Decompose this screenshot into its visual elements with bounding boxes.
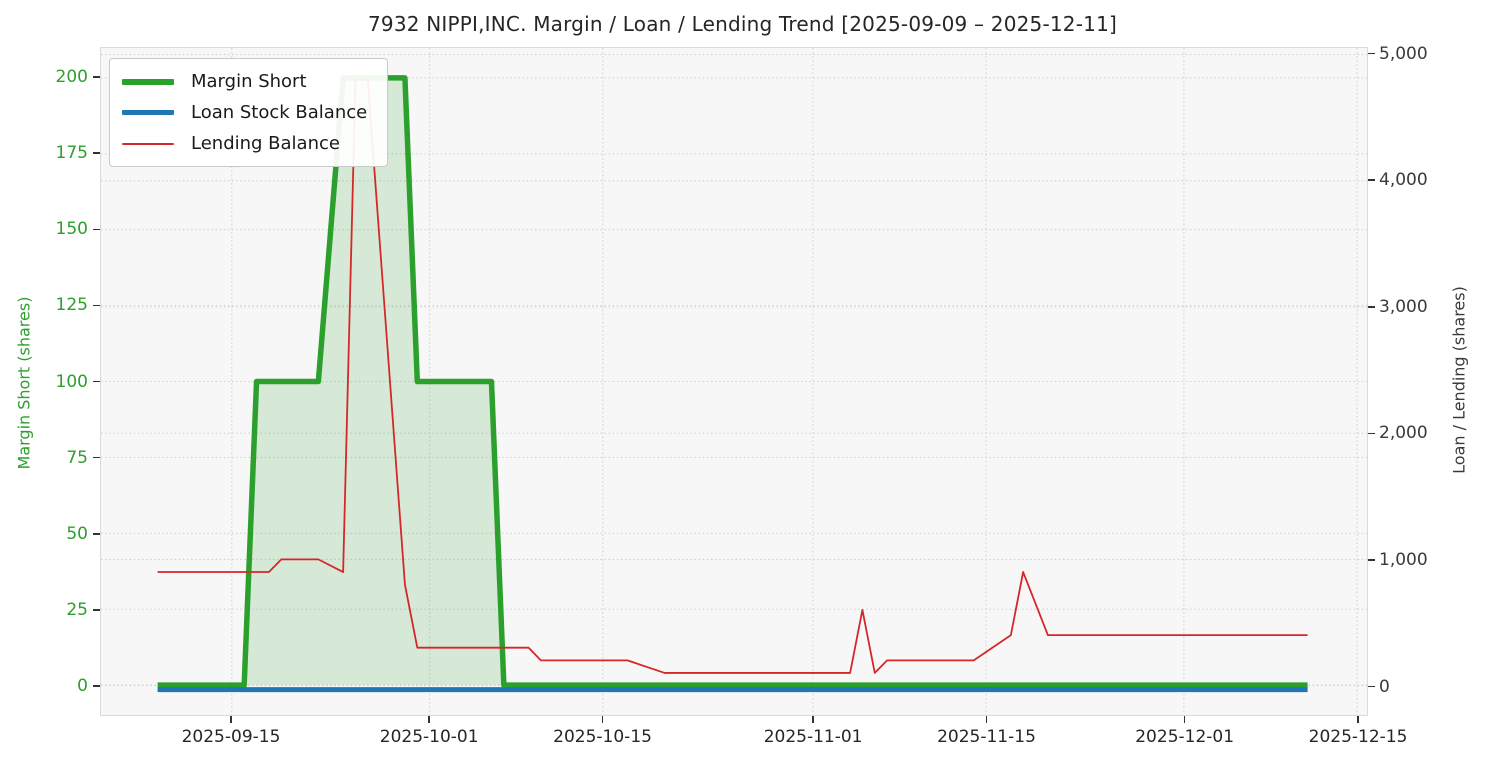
right-tick-label: 3,000 <box>1379 296 1428 317</box>
x-tick-label: 2025-11-15 <box>937 727 1036 747</box>
chart-title: 7932 NIPPI,INC. Margin / Loan / Lending … <box>367 12 1118 36</box>
right-tick-label: 5,000 <box>1379 43 1428 64</box>
left-tick-mark <box>93 228 100 230</box>
legend-line-swatch <box>122 110 174 115</box>
x-tick-label: 2025-12-15 <box>1308 727 1408 747</box>
x-tick-mark <box>985 716 988 723</box>
right-axis-label: Loan / Lending (shares) <box>1449 286 1469 474</box>
right-tick-label: 2,000 <box>1379 423 1428 444</box>
left-tick-mark <box>93 685 100 687</box>
x-tick-mark <box>601 716 604 723</box>
left-tick-label: 100 <box>55 371 88 392</box>
legend-line-swatch <box>122 78 174 85</box>
right-tick-mark <box>1368 432 1375 435</box>
right-tick-mark <box>1368 306 1375 308</box>
right-tick-mark <box>1368 559 1375 561</box>
left-tick-mark <box>93 456 100 459</box>
legend-line-swatch <box>122 142 174 145</box>
legend-label: Lending Balance <box>191 133 340 154</box>
legend: Margin Short Loan Stock Balance Lending Ba… <box>109 58 389 167</box>
x-tick-mark <box>230 716 232 723</box>
x-tick-mark <box>812 716 814 723</box>
left-tick-label: 175 <box>55 143 88 164</box>
right-tick-label: 0 <box>1379 676 1390 697</box>
left-tick-mark <box>93 609 100 611</box>
series-fill-margin-short <box>157 77 1308 686</box>
x-tick-label: 2025-10-15 <box>553 727 652 747</box>
x-tick-label: 2025-09-15 <box>181 727 281 747</box>
left-tick-mark <box>93 76 100 78</box>
left-tick-label: 0 <box>77 676 88 696</box>
right-tick-mark <box>1368 52 1375 55</box>
x-tick-mark <box>1183 716 1186 723</box>
left-tick-label: 50 <box>66 523 88 544</box>
right-tick-label: 4,000 <box>1379 170 1428 191</box>
legend-item-margin-short: Margin Short <box>122 66 367 97</box>
left-tick-label: 25 <box>66 599 88 620</box>
legend-label: Margin Short <box>191 71 307 92</box>
left-tick-label: 75 <box>66 447 88 468</box>
left-tick-label: 150 <box>55 219 88 240</box>
legend-item-lending-balance: Lending Balance <box>122 128 367 159</box>
left-tick-mark <box>93 152 100 154</box>
left-tick-mark <box>93 533 100 535</box>
x-tick-label: 2025-10-01 <box>379 727 479 747</box>
left-tick-mark <box>93 380 100 383</box>
legend-item-loan-stock-balance: Loan Stock Balance <box>122 97 367 128</box>
left-tick-label: 200 <box>55 67 88 87</box>
x-tick-mark <box>428 716 430 723</box>
right-tick-mark <box>1368 685 1375 688</box>
left-tick-label: 125 <box>55 295 88 316</box>
right-tick-mark <box>1368 179 1375 181</box>
left-tick-mark <box>93 304 100 307</box>
right-tick-label: 1,000 <box>1379 549 1428 570</box>
legend-label: Loan Stock Balance <box>191 102 368 123</box>
x-tick-label: 2025-11-01 <box>763 727 863 747</box>
series-line-lending-balance <box>157 78 1308 674</box>
plot-area: Margin Short Loan Stock Balance Lending Ba… <box>100 47 1368 716</box>
x-tick-mark <box>1357 716 1359 723</box>
x-tick-label: 2025-12-01 <box>1135 727 1235 747</box>
